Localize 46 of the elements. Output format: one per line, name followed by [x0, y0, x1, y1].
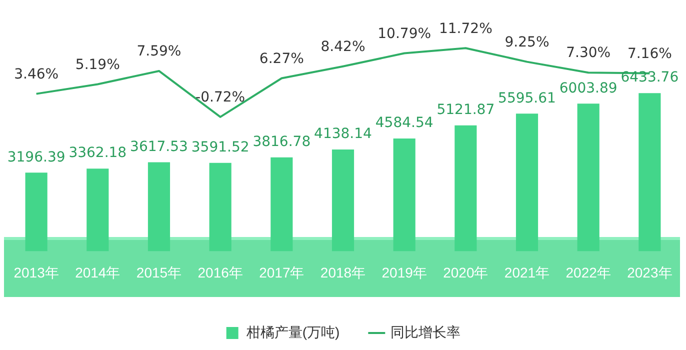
bar	[209, 162, 232, 252]
data-label: 7.30%	[566, 45, 611, 62]
x-tick-label: 2018年	[320, 264, 366, 280]
data-label: 3617.53	[130, 138, 188, 155]
x-tick-label: 2020年	[443, 264, 488, 280]
data-label: 9.25%	[504, 34, 550, 50]
data-label: 3196.39	[7, 149, 66, 166]
data-label: 8.42%	[320, 39, 366, 56]
data-label: 11.72%	[438, 20, 492, 37]
x-tick-label: 2013年	[14, 264, 59, 280]
bar	[393, 138, 416, 252]
bar	[86, 168, 109, 252]
bar	[638, 93, 661, 252]
data-label: -0.72%	[196, 90, 246, 106]
bar	[516, 114, 538, 252]
bar	[332, 149, 354, 252]
x-tick-label: 2017年	[259, 264, 304, 280]
data-label: 5121.87	[436, 102, 495, 118]
data-label: 5595.61	[498, 90, 556, 106]
bar	[25, 172, 48, 252]
x-tick-label: 2021年	[504, 264, 550, 280]
bar	[454, 125, 477, 252]
x-tick-label: 2022年	[566, 264, 611, 280]
bar	[148, 162, 170, 252]
data-label: 4138.14	[314, 126, 372, 142]
x-tick-label: 2023年	[627, 264, 672, 280]
x-tick-label: 2016年	[198, 264, 243, 280]
x-tick-label: 2014年	[75, 264, 120, 280]
legend-label: 同比增长率	[390, 324, 461, 340]
x-tick-label: 2015年	[136, 264, 182, 280]
data-label: 3362.18	[68, 145, 127, 162]
data-label: 3816.78	[252, 134, 311, 150]
data-label: 10.79%	[378, 26, 432, 42]
bar	[270, 157, 293, 252]
x-tick-label: 2019年	[382, 264, 427, 280]
data-label: 6003.89	[559, 80, 618, 96]
data-label: 3591.52	[191, 140, 250, 156]
data-label: 6.27%	[259, 50, 304, 67]
bar	[577, 104, 600, 252]
legend-label: 柑橘产量(万吨)	[245, 324, 340, 340]
data-label: 6433.76	[620, 70, 679, 86]
data-label: 3.46%	[14, 66, 59, 82]
data-label: 7.59%	[136, 44, 182, 60]
data-label: 7.16%	[627, 46, 672, 62]
data-label: 4584.54	[375, 115, 434, 132]
data-label: 5.19%	[75, 56, 120, 73]
